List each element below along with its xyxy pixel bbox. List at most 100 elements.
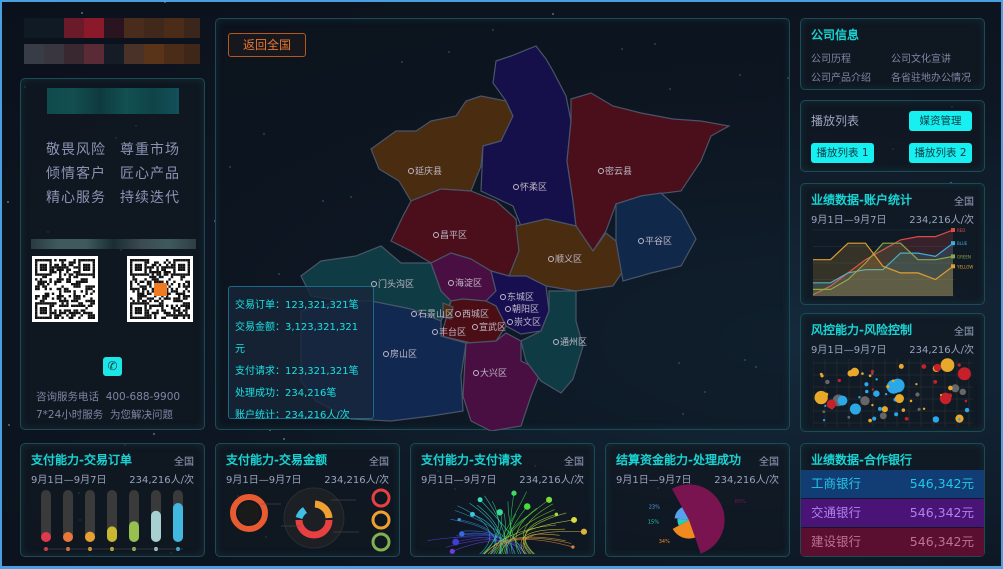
bubble (921, 364, 927, 369)
bubble (881, 406, 888, 413)
fan-line (472, 514, 497, 555)
bubble (826, 399, 837, 409)
bank-name: 建设银行 (811, 534, 862, 549)
requests-panel: 支付能力-支付请求 全国 9月1日—9月7日 234,216人/次 (410, 443, 595, 557)
bubble (898, 363, 904, 369)
district-label: 东城区 (507, 291, 534, 303)
district-label: 通州区 (560, 337, 587, 348)
fan-line (524, 514, 557, 555)
bubble (959, 388, 967, 396)
date-range: 9月1日—9月7日 (616, 475, 692, 486)
fan-node (496, 509, 503, 516)
bank-value: 546,342元 (909, 476, 974, 491)
district-marker (500, 294, 506, 300)
panel-title: 支付能力-支付请求 (421, 453, 522, 467)
bubble (915, 392, 920, 397)
amount-panel: 支付能力-交易金额 全国 9月1日—9月7日 234,216人/次 (215, 443, 400, 557)
region-selector[interactable]: 全国 (369, 457, 389, 468)
fan-line (491, 539, 573, 555)
company-links-panel: 公司信息 公司历程 公司文化宣讲 公司产品介绍 各省驻地办公情况 (800, 18, 985, 90)
bubble (904, 417, 909, 421)
tooltip-row: 处理成功：234,216笔 (235, 388, 337, 399)
legend-label: YELLOW (956, 264, 973, 269)
risk-bubble-chart (813, 358, 973, 427)
infographic-donut (371, 532, 391, 552)
bubble (951, 384, 960, 393)
district-daxing[interactable] (462, 332, 542, 431)
fan-line (522, 503, 554, 555)
qr-code-1[interactable] (32, 256, 98, 322)
fan-line (501, 513, 517, 555)
account-line-chart: RED BLUE GREEN YELLOW (812, 228, 973, 297)
fan-line (483, 536, 566, 555)
panel-title: 业绩数据-账户统计 (811, 193, 912, 207)
fan-line (454, 510, 516, 555)
district-label: 怀柔区 (520, 181, 547, 193)
hotline-number[interactable]: 400-688-9900 (105, 391, 181, 403)
series-line (813, 242, 954, 290)
district-marker (638, 238, 644, 244)
tooltip-row: 账户统计：234,216人/次 (235, 410, 350, 421)
pie-label: 80% (735, 499, 746, 505)
hotline: 咨询服务电话 400-688-9900 (36, 389, 180, 404)
bank-row-ccb[interactable]: 建设银行 546,342元 (801, 528, 984, 556)
playlist-1-button[interactable]: 播放列表 1 (811, 143, 874, 163)
star (152, 432, 155, 435)
bank-row-icbc[interactable]: 工商银行 546,342元 (801, 470, 984, 498)
infographic-arc (314, 500, 333, 519)
region-selector[interactable]: 全国 (174, 457, 194, 468)
star (163, 0, 166, 3)
link-offices[interactable]: 各省驻地办公情况 (891, 73, 971, 84)
link-history[interactable]: 公司历程 (811, 54, 851, 65)
fan-line (515, 508, 537, 555)
link-products[interactable]: 公司产品介绍 (811, 73, 871, 84)
district-shijingshan[interactable] (442, 302, 454, 320)
playlist-2-button[interactable]: 播放列表 2 (909, 143, 972, 163)
infographic-arc (295, 507, 308, 520)
fan-node (580, 528, 588, 535)
star (950, 181, 953, 184)
district-marker (371, 281, 377, 287)
requests-fan-chart (427, 490, 588, 555)
fan-node (523, 503, 531, 510)
qr-code-2[interactable] (127, 256, 193, 322)
bubble (825, 379, 830, 385)
district-tongzhou[interactable] (520, 290, 584, 394)
region-selector[interactable]: 全国 (759, 457, 779, 468)
region-selector[interactable]: 全国 (954, 197, 974, 208)
date-range: 9月1日—9月7日 (811, 215, 887, 226)
fan-line (499, 519, 575, 555)
infographic-disc (283, 487, 345, 549)
bubble (824, 392, 829, 397)
bank-name: 工商银行 (811, 476, 862, 491)
motto-item: 匠心产品 (120, 166, 180, 182)
series-area (813, 243, 953, 296)
district-pinggu[interactable] (615, 192, 697, 282)
district-marker (473, 370, 479, 376)
district-xicheng[interactable] (440, 298, 507, 344)
count: 234,216人/次 (909, 215, 974, 226)
bubble (871, 403, 874, 407)
district-label: 西城区 (462, 309, 489, 320)
bubble (849, 403, 861, 415)
bubble (957, 363, 961, 367)
fan-line (523, 512, 567, 555)
district-marker (383, 351, 389, 357)
district-miyun[interactable] (566, 92, 731, 253)
link-culture[interactable]: 公司文化宣讲 (891, 54, 951, 65)
company-links-title: 公司信息 (811, 28, 860, 42)
bubble (850, 367, 860, 377)
district-marker (432, 329, 438, 335)
region-selector[interactable]: 全国 (954, 327, 974, 338)
settle-rose-chart: 80% 34% 15% 23% (648, 484, 746, 554)
media-management-button[interactable]: 媒资管理 (909, 111, 972, 131)
bubble (948, 385, 953, 391)
service-hours: 7*24小时服务 (36, 409, 104, 421)
bubble (868, 418, 872, 423)
bubble (858, 396, 861, 399)
back-to-nation-button[interactable]: 返回全国 (228, 33, 306, 57)
bubble (877, 406, 882, 411)
bank-row-bocom[interactable]: 交通银行 546,342元 (801, 499, 984, 527)
region-selector[interactable]: 全国 (564, 457, 584, 468)
district-chaoyang[interactable] (484, 270, 550, 335)
